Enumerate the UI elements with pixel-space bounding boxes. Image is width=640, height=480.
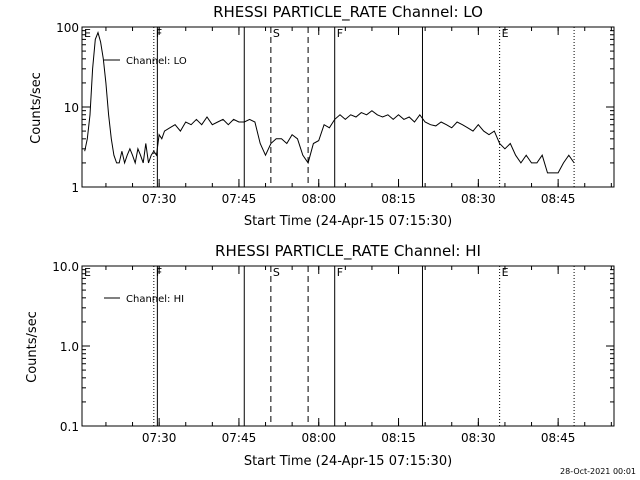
x-tick-label: 08:30	[461, 192, 496, 206]
x-tick-label: 07:45	[222, 431, 257, 445]
y-tick-label: 1.0	[60, 340, 79, 354]
flag-label: E	[502, 266, 509, 279]
x-tick-label: 08:00	[301, 431, 336, 445]
y-tick-label: 1	[71, 181, 79, 195]
flag-label: E	[84, 266, 91, 279]
flag-label: F	[337, 27, 343, 40]
chart-hi-ylabel: Counts/sec	[25, 311, 40, 383]
lo-series-line	[84, 31, 575, 174]
chart-hi-title: RHESSI PARTICLE_RATE Channel: HI	[215, 242, 481, 261]
x-tick-label: 08:45	[541, 192, 576, 206]
legend-label: Channel: LO	[126, 56, 187, 67]
x-tick-label: 08:45	[541, 431, 576, 445]
x-tick-label: 07:45	[222, 192, 257, 206]
chart-lo: RHESSI PARTICLE_RATE Channel: LO Counts/…	[29, 3, 615, 229]
chart-lo-title: RHESSI PARTICLE_RATE Channel: LO	[213, 3, 483, 22]
flag-label: S	[273, 266, 280, 279]
x-tick-label: 08:15	[381, 431, 416, 445]
flag-label: F	[337, 266, 343, 279]
chart-hi-xlabel: Start Time (24-Apr-15 07:15:30)	[244, 454, 452, 469]
chart-hi-frame	[81, 265, 615, 427]
x-tick-label: 08:00	[301, 192, 336, 206]
date-stamp: 28-Oct-2021 00:01	[560, 467, 636, 476]
flag-label: S	[273, 27, 280, 40]
chart-hi-legend: Channel: HI	[104, 294, 184, 305]
chart-hi: RHESSI PARTICLE_RATE Channel: HI Counts/…	[25, 242, 615, 469]
flag-label: E	[84, 27, 91, 40]
flag-label: E	[502, 27, 509, 40]
chart-lo-legend: Channel: LO	[104, 56, 187, 67]
legend-label: Channel: HI	[126, 294, 184, 305]
chart-lo-xlabel: Start Time (24-Apr-15 07:15:30)	[244, 214, 452, 229]
y-tick-label: 10.0	[52, 260, 79, 274]
chart-lo-ylabel: Counts/sec	[29, 72, 44, 144]
y-tick-label: 100	[56, 21, 79, 35]
y-tick-label: 0.1	[60, 420, 79, 434]
chart-lo-frame	[81, 26, 615, 188]
y-tick-label: 10	[64, 101, 79, 115]
x-tick-label: 08:30	[461, 431, 496, 445]
x-tick-label: 07:30	[142, 431, 177, 445]
x-tick-label: 08:15	[381, 192, 416, 206]
x-tick-label: 07:30	[142, 192, 177, 206]
